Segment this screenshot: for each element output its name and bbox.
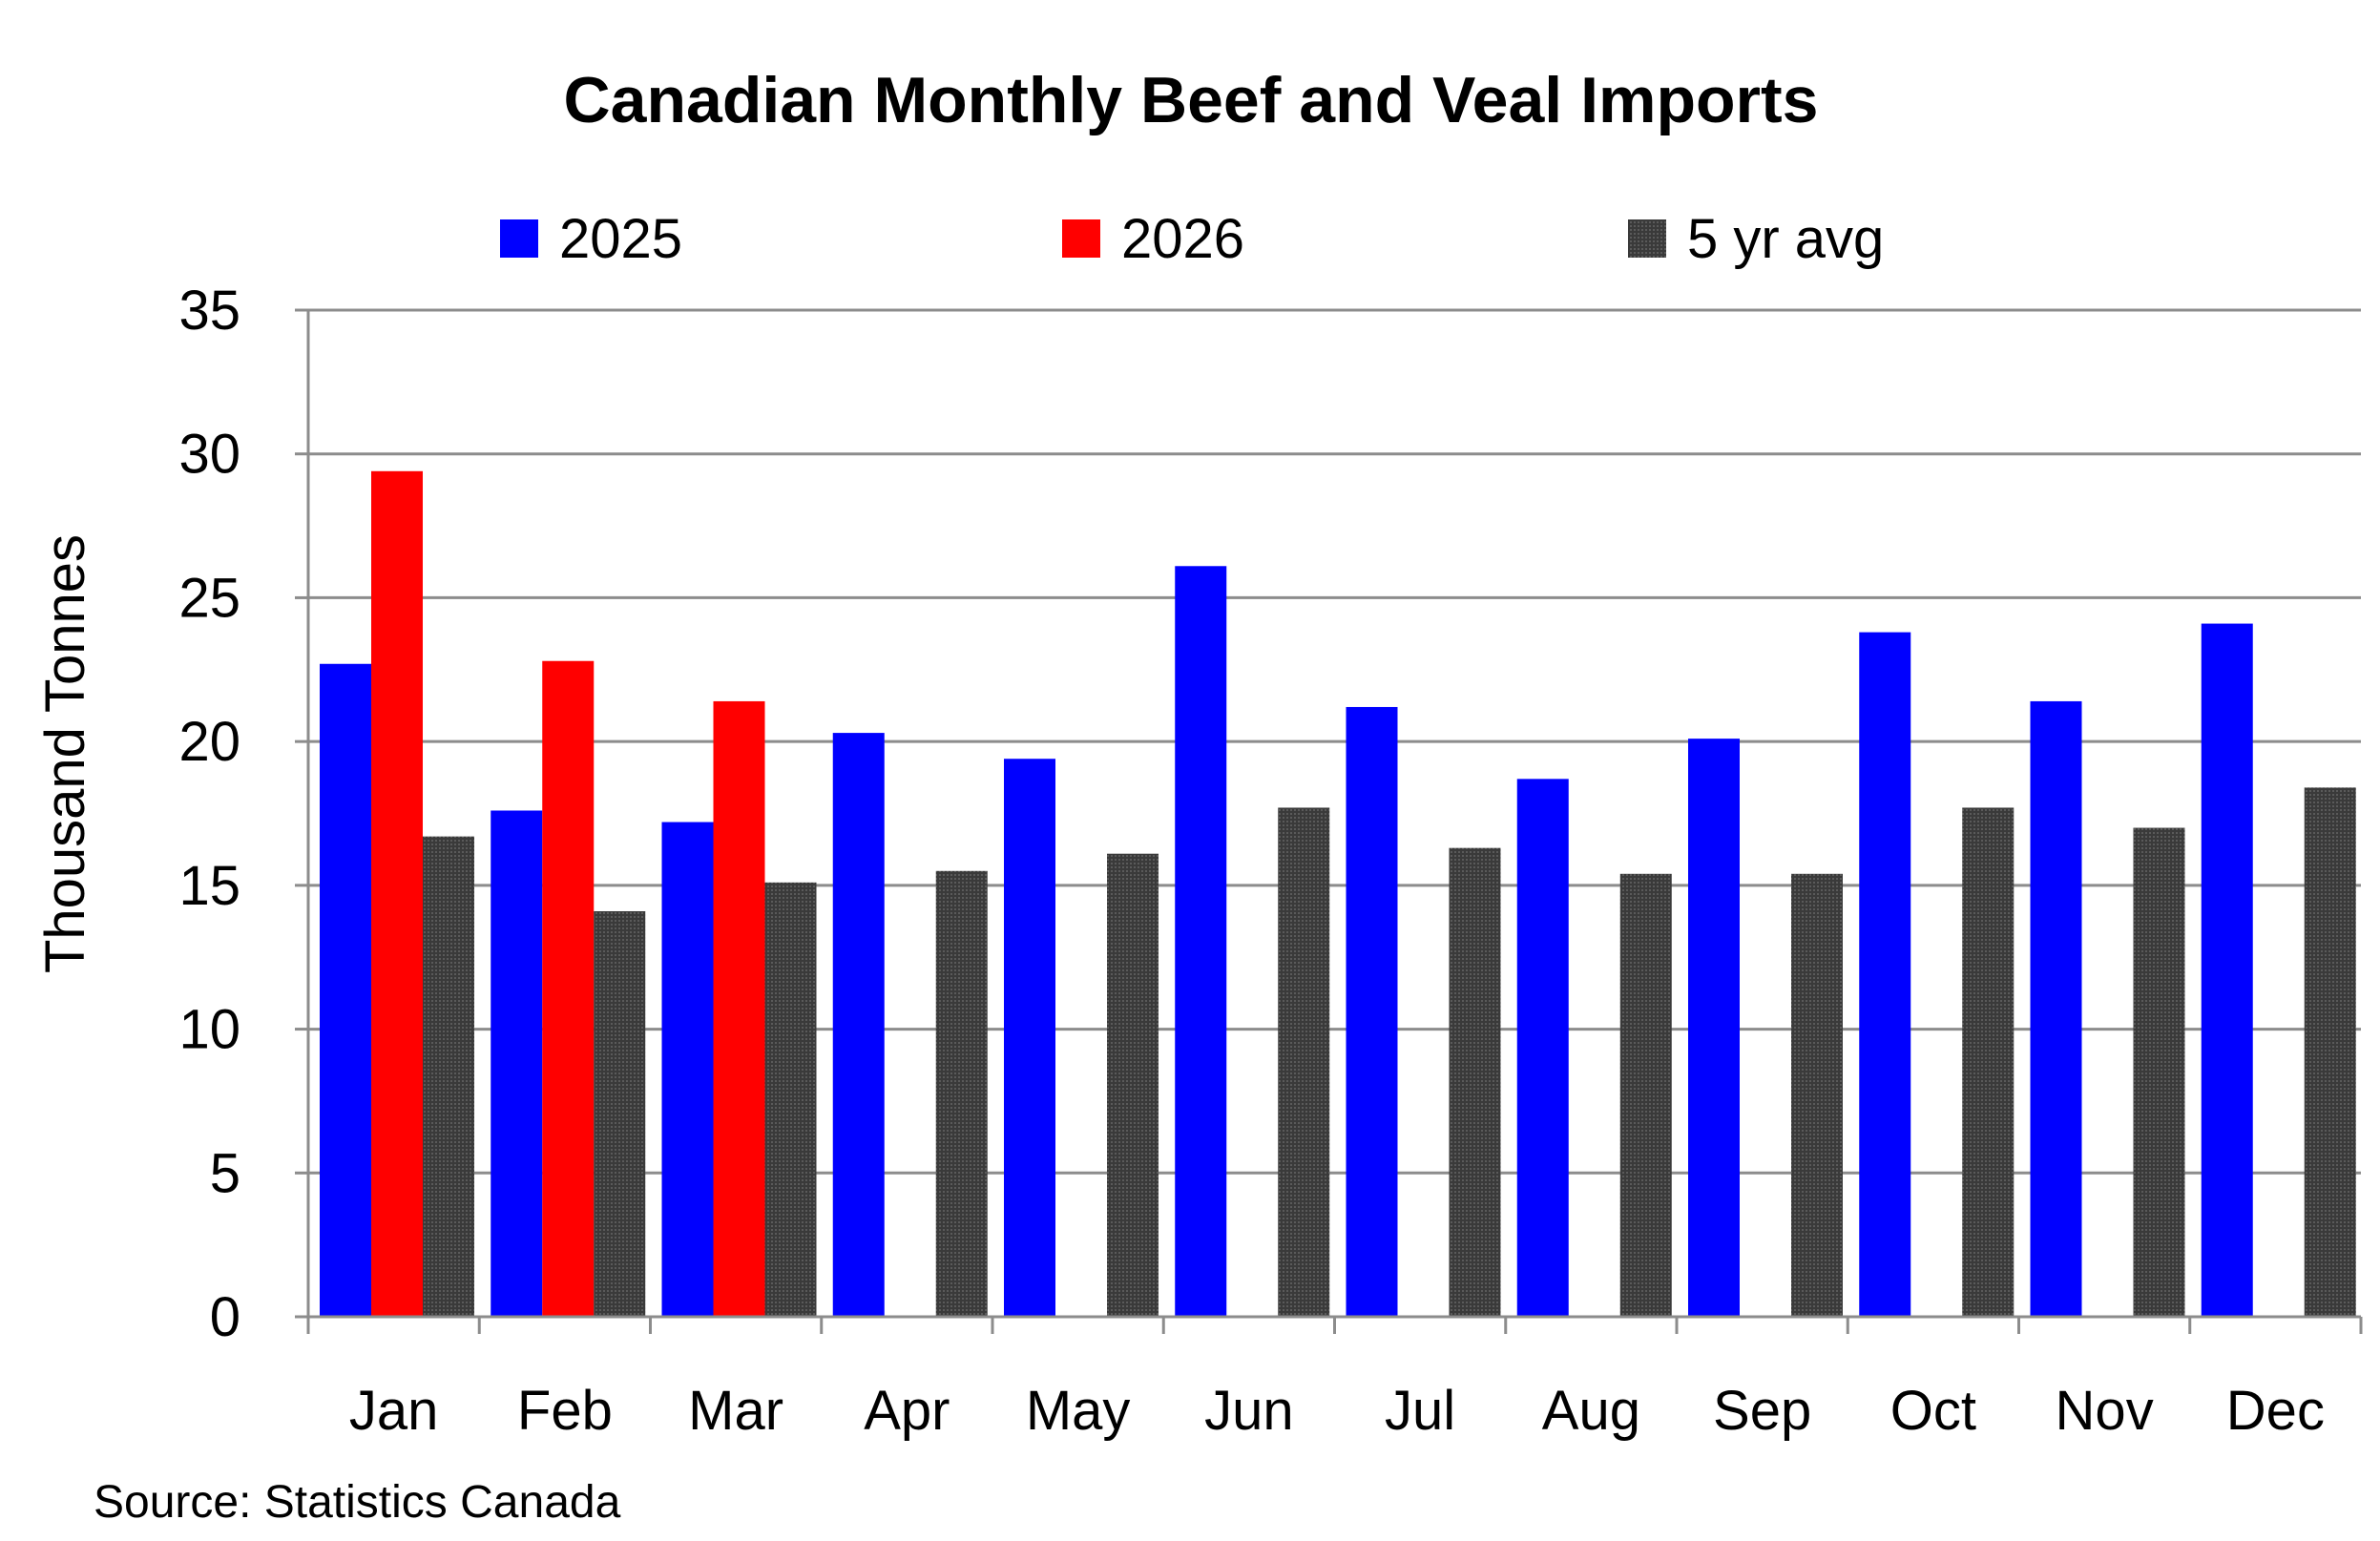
bar-5-yr-avg-dec xyxy=(2304,787,2356,1317)
bar-5-yr-avg-jun xyxy=(1278,807,1330,1317)
bars xyxy=(320,470,2356,1317)
y-tick-label: 5 xyxy=(210,1142,240,1204)
y-tick-label: 0 xyxy=(210,1286,240,1348)
legend-label: 2025 xyxy=(559,208,682,270)
x-tick-label: Jun xyxy=(1204,1380,1294,1442)
gridlines xyxy=(308,308,2361,1175)
bar-2025-sep xyxy=(1688,739,1740,1317)
bar-5-yr-avg-sep xyxy=(1791,873,1843,1317)
bar-5-yr-avg-mar xyxy=(764,882,817,1317)
bar-2025-jan xyxy=(320,663,371,1317)
bar-2025-mar xyxy=(661,822,714,1317)
x-tick-label: May xyxy=(1026,1380,1131,1442)
x-tick-label: Oct xyxy=(1890,1380,1976,1442)
x-tick-label: Mar xyxy=(688,1380,783,1442)
bar-2025-dec xyxy=(2201,623,2253,1317)
y-tick-label: 35 xyxy=(178,280,240,342)
bar-2025-jul xyxy=(1346,706,1398,1317)
bar-2025-aug xyxy=(1516,779,1569,1317)
legend-swatch-2025 xyxy=(500,219,538,258)
chart-title: Canadian Monthly Beef and Veal Imports xyxy=(564,64,1819,136)
x-tick-label: Feb xyxy=(517,1380,613,1442)
bar-2025-nov xyxy=(2030,700,2082,1317)
y-tick-label: 20 xyxy=(178,711,240,773)
bar-5-yr-avg-may xyxy=(1107,853,1159,1317)
y-axis-title: Thousand Tonnes xyxy=(34,534,96,973)
legend-swatch-5-yr-avg xyxy=(1628,219,1666,258)
x-tick-label: Apr xyxy=(864,1380,950,1442)
bar-5-yr-avg-oct xyxy=(1962,807,2015,1317)
y-tick-label: 10 xyxy=(178,999,240,1061)
x-tick-label: Aug xyxy=(1542,1380,1640,1442)
legend: 2025 2026 5 yr avg xyxy=(500,208,1884,270)
legend-label: 5 yr avg xyxy=(1687,208,1884,270)
x-tick-label: Nov xyxy=(2056,1380,2154,1442)
x-tick-label: Sep xyxy=(1713,1380,1811,1442)
bar-2025-apr xyxy=(832,733,885,1317)
bar-2025-jun xyxy=(1175,566,1227,1317)
bar-2025-may xyxy=(1004,759,1055,1317)
y-tick-labels: 0 5 10 15 20 25 30 35 xyxy=(178,280,240,1348)
x-tick-labels: Jan Feb Mar Apr May Jun Jul Aug Sep Oct Nov Dec xyxy=(349,1380,2325,1442)
x-tick-label: Jul xyxy=(1385,1380,1455,1442)
bar-5-yr-avg-nov xyxy=(2133,827,2185,1317)
source-note: Source: Statistics Canada xyxy=(94,1477,621,1528)
y-tick-label: 15 xyxy=(178,855,240,917)
bar-5-yr-avg-apr xyxy=(935,870,988,1317)
y-tick-label: 30 xyxy=(178,424,240,486)
bar-5-yr-avg-aug xyxy=(1619,873,1672,1317)
bar-5-yr-avg-jan xyxy=(423,836,474,1317)
bar-2025-oct xyxy=(1859,632,1911,1317)
x-tick-label: Dec xyxy=(2226,1380,2325,1442)
x-tick-label: Jan xyxy=(349,1380,439,1442)
bar-2026-jan xyxy=(371,470,423,1317)
legend-label: 2026 xyxy=(1121,208,1244,270)
axes xyxy=(295,308,2363,1334)
bar-5-yr-avg-jul xyxy=(1449,847,1501,1317)
bar-2026-feb xyxy=(542,660,595,1317)
bar-5-yr-avg-feb xyxy=(594,910,646,1317)
bar-2025-feb xyxy=(491,810,543,1317)
bar-2026-mar xyxy=(713,700,765,1317)
y-tick-label: 25 xyxy=(178,567,240,629)
legend-swatch-2026 xyxy=(1062,219,1100,258)
